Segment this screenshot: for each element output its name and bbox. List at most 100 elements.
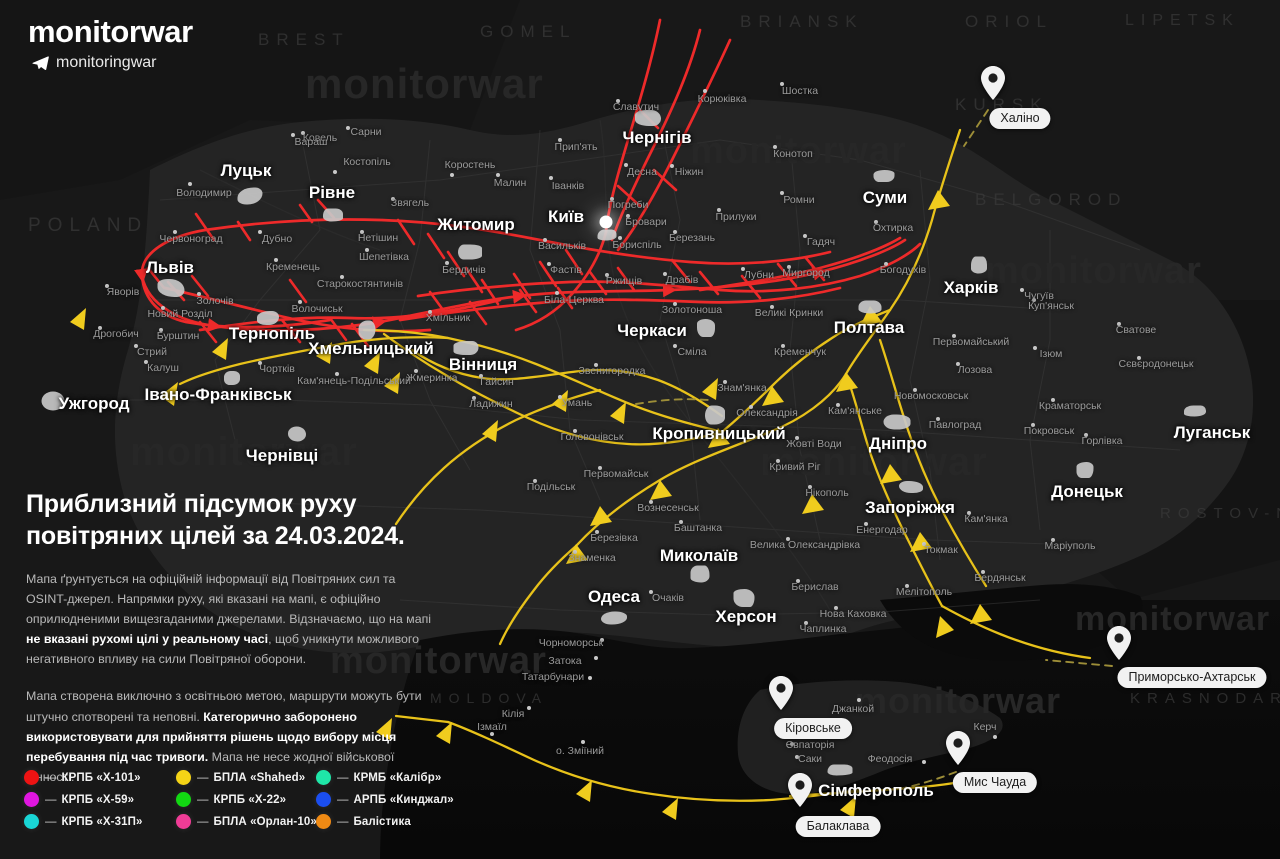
city-dot	[588, 676, 592, 680]
brand-handle-row: monitoringwar	[32, 54, 193, 72]
kyiv-target-marker	[599, 215, 613, 229]
city-dot	[649, 500, 653, 504]
city-dot	[857, 698, 861, 702]
legend-item[interactable]: — КРПБ «Х-22»	[176, 792, 316, 807]
city-dot	[723, 380, 727, 384]
map-pin-label[interactable]: Мис Чауда	[952, 772, 1038, 793]
info-panel: Приблизний підсумок руху повітряних ціле…	[26, 488, 432, 787]
city-dot	[346, 126, 350, 130]
city-dot	[787, 265, 791, 269]
city-shape	[858, 300, 882, 314]
map-pin-icon[interactable]	[981, 66, 1005, 100]
legend-dash: —	[337, 771, 349, 784]
city-dot	[717, 208, 721, 212]
city-dot	[598, 466, 602, 470]
city-dot	[558, 395, 562, 399]
city-dot	[795, 755, 799, 759]
city-dot	[1051, 398, 1055, 402]
city-dot	[134, 344, 138, 348]
city-dot	[804, 621, 808, 625]
city-dot	[360, 230, 364, 234]
legend-color-dot	[176, 814, 191, 829]
city-dot	[428, 310, 432, 314]
city-dot	[105, 284, 109, 288]
legend-item[interactable]: — КРПБ «Х-59»	[24, 792, 176, 807]
city-dot	[1020, 288, 1024, 292]
city-dot	[967, 511, 971, 515]
city-dot	[581, 740, 585, 744]
map-pin-label[interactable]: Кіровське	[774, 718, 852, 739]
city-shape	[288, 426, 306, 442]
city-dot	[770, 305, 774, 309]
legend-color-dot	[24, 770, 39, 785]
city-dot	[610, 197, 614, 201]
legend-item[interactable]: — БПЛА «Орлан-10»	[176, 814, 317, 829]
city-dot	[98, 326, 102, 330]
city-shape	[899, 481, 923, 493]
city-shape	[224, 371, 240, 385]
city-dot	[479, 374, 483, 378]
city-dot	[188, 182, 192, 186]
legend-item[interactable]: — БПЛА «Shahed»	[176, 770, 316, 785]
legend-label: Балістика	[353, 815, 411, 828]
city-dot	[1117, 322, 1121, 326]
legend-item[interactable]: — АРПБ «Кинджал»	[316, 792, 454, 807]
legend-dash: —	[337, 815, 349, 828]
city-dot	[298, 300, 302, 304]
city-dot	[703, 89, 707, 93]
city-dot	[936, 417, 940, 421]
city-dot	[749, 405, 753, 409]
city-dot	[864, 522, 868, 526]
city-dot	[673, 344, 677, 348]
city-dot	[496, 173, 500, 177]
map-pin-label[interactable]: Балаклава	[795, 816, 881, 837]
city-dot	[780, 191, 784, 195]
city-dot	[573, 429, 577, 433]
city-dot	[533, 479, 537, 483]
city-dot	[1033, 346, 1037, 350]
map-pin-label[interactable]: Халіно	[989, 108, 1051, 129]
city-dot	[786, 537, 790, 541]
city-shape	[705, 405, 725, 425]
city-dot	[159, 328, 163, 332]
disclaimer-paragraph-1: Мапа ґрунтується на офіційній інформації…	[26, 569, 432, 669]
map-pin-icon[interactable]	[946, 731, 970, 765]
city-shape	[733, 589, 755, 607]
city-dot	[913, 388, 917, 392]
city-dot	[335, 372, 339, 376]
legend-label: КРПБ «Х-101»	[61, 771, 141, 784]
legend-color-dot	[176, 792, 191, 807]
city-dot	[905, 584, 909, 588]
map-pin-icon[interactable]	[1107, 626, 1131, 660]
city-shape	[601, 611, 627, 625]
legend-row: — КРПБ «Х-31П» — БПЛА «Орлан-10» — Балістика	[24, 814, 434, 829]
city-dot	[445, 261, 449, 265]
city-dot	[594, 363, 598, 367]
brand-name: monitorwar	[28, 14, 193, 49]
map-pin-icon[interactable]	[769, 676, 793, 710]
city-dot	[547, 262, 551, 266]
city-dot	[605, 273, 609, 277]
city-dot	[618, 236, 622, 240]
legend-dash: —	[45, 815, 57, 828]
page-title: Приблизний підсумок руху повітряних ціле…	[26, 490, 405, 550]
legend-label: КРПБ «Х-59»	[61, 793, 135, 806]
city-dot	[616, 99, 620, 103]
legend-dash: —	[197, 793, 209, 806]
legend-item[interactable]: — КРМБ «Калібр»	[316, 770, 441, 785]
legend-color-dot	[316, 814, 331, 829]
legend-item[interactable]: — Балістика	[316, 814, 434, 829]
city-shape	[697, 319, 715, 337]
legend-item[interactable]: — КРПБ «Х-31П»	[24, 814, 176, 829]
disclaimer-2-text-a: Мапа створена виключно з освітньою метою…	[26, 689, 422, 724]
city-dot	[1032, 298, 1036, 302]
city-shape	[237, 187, 263, 205]
map-pin-label[interactable]: Приморсько-Ахтарськ	[1117, 667, 1267, 688]
legend-dash: —	[337, 793, 349, 806]
city-dot	[624, 163, 628, 167]
map-pin-icon[interactable]	[788, 773, 812, 807]
legend-item[interactable]: — КРПБ «Х-101»	[24, 770, 176, 785]
legend-label: АРПБ «Кинджал»	[353, 793, 454, 806]
legend-label: БПЛА «Shahed»	[213, 771, 306, 784]
city-dot	[365, 248, 369, 252]
